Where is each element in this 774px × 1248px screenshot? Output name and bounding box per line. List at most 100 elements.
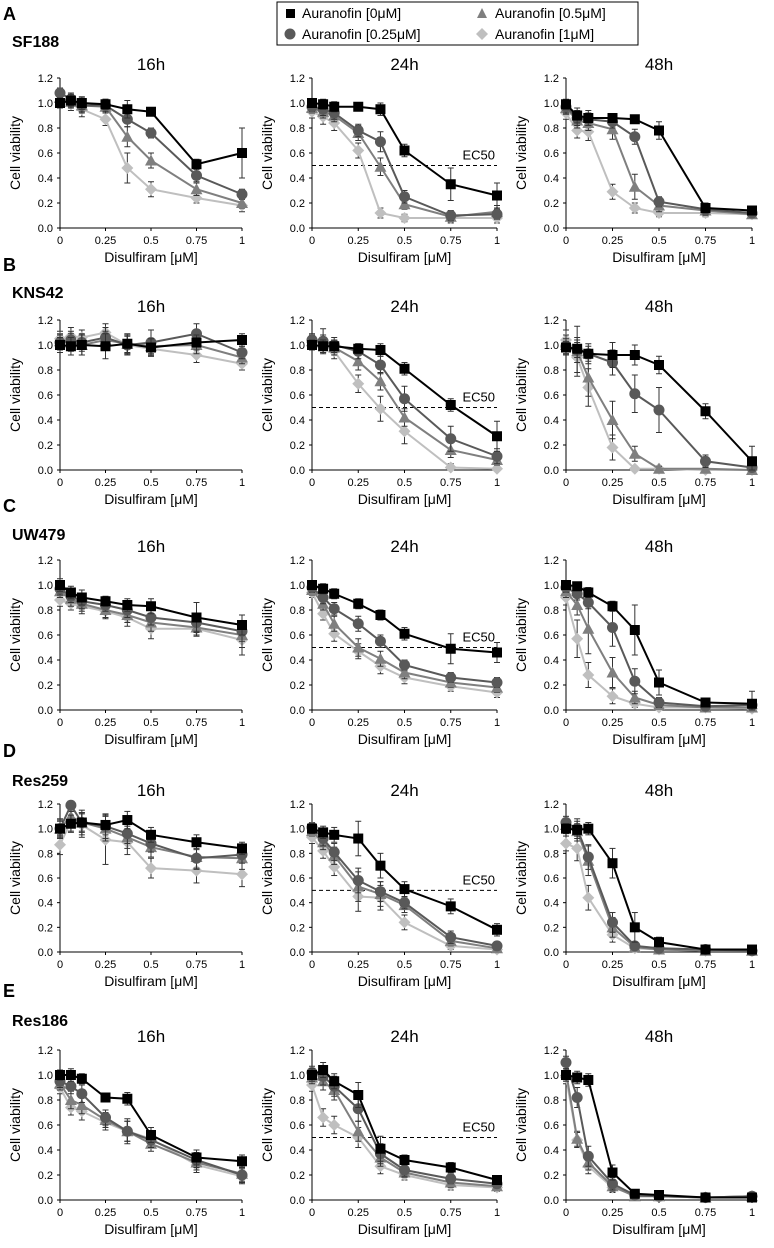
- data-point: [699, 462, 712, 474]
- chart-title: 16h: [137, 1027, 165, 1046]
- x-tick-label: 1: [494, 959, 500, 971]
- data-point: [747, 698, 757, 709]
- series-line: [565, 1071, 753, 1199]
- data-point: [236, 188, 248, 200]
- data-point: [700, 455, 711, 467]
- chart-title: 24h: [390, 1027, 418, 1046]
- y-tick-label: 0.4: [38, 173, 53, 185]
- data-point: [352, 355, 365, 367]
- data-point: [583, 587, 594, 598]
- y-axis-label: Cell viability: [259, 598, 275, 672]
- data-point: [191, 159, 202, 170]
- data-point: [65, 799, 77, 811]
- x-tick-label: 1: [749, 717, 755, 729]
- y-tick-label: 0.0: [38, 705, 53, 717]
- x-tick-label: 0.25: [348, 717, 369, 729]
- y-tick-label: 1.2: [38, 315, 53, 327]
- x-tick-label: 0: [563, 959, 569, 971]
- data-point: [700, 1192, 711, 1203]
- data-point: [606, 690, 619, 703]
- x-tick-label: 0.75: [186, 235, 207, 247]
- y-tick-label: 1.0: [290, 1070, 305, 1082]
- data-point: [374, 207, 387, 219]
- x-tick-label: 1: [749, 477, 755, 489]
- data-point: [100, 819, 111, 830]
- y-tick-label: 0.6: [38, 1120, 53, 1132]
- y-tick-label: 1.0: [38, 824, 53, 836]
- y-axis-label: Cell viability: [7, 1088, 23, 1162]
- x-axis-label: Disulfiram [μM]: [358, 491, 452, 507]
- data-point: [237, 335, 247, 345]
- y-tick-label: 0.6: [38, 630, 53, 642]
- data-point: [583, 113, 594, 123]
- data-point: [328, 617, 341, 629]
- y-tick-label: 1.2: [290, 799, 305, 811]
- data-point: [445, 400, 456, 410]
- y-axis-label: Cell viability: [7, 841, 23, 915]
- data-point: [399, 628, 410, 639]
- y-tick-label: 0.4: [290, 415, 305, 427]
- data-point: [700, 203, 711, 213]
- x-tick-label: 0.75: [695, 959, 716, 971]
- x-tick-label: 0.75: [440, 717, 461, 729]
- dose-response-chart: 48h 0.0 0.2 0.4 0.6 0.8 1.0 1.2 0 0.25 0.5 0.75 1 Dis…: [513, 781, 758, 989]
- y-tick-label: 0.0: [38, 947, 53, 959]
- series: [307, 820, 502, 937]
- x-tick-label: 1: [749, 235, 755, 247]
- y-tick-label: 0.4: [544, 898, 559, 910]
- data-point: [572, 110, 583, 121]
- legend-label: Auranofin [0.25μM]: [302, 26, 421, 42]
- x-axis-label: Disulfiram [μM]: [612, 1221, 706, 1237]
- data-point: [560, 837, 572, 850]
- y-tick-label: 1.2: [544, 1045, 559, 1057]
- y-tick-label: 0.6: [290, 390, 305, 402]
- x-tick-label: 1: [494, 1207, 500, 1219]
- data-point: [318, 1065, 329, 1075]
- data-point: [352, 641, 365, 653]
- x-tick-label: 0: [563, 477, 569, 489]
- data-point: [399, 363, 410, 374]
- data-point: [191, 1152, 202, 1163]
- y-tick-label: 0.2: [38, 1170, 53, 1182]
- data-point: [629, 388, 641, 400]
- data-point: [491, 462, 503, 475]
- x-tick-label: 1: [239, 235, 245, 247]
- data-point: [654, 677, 664, 688]
- y-tick-label: 0.8: [38, 365, 53, 377]
- legend-label: Auranofin [0.5μM]: [495, 5, 606, 21]
- data-point: [65, 587, 76, 598]
- panel-cell-line: UW479: [12, 527, 65, 544]
- y-tick-label: 0.6: [544, 630, 559, 642]
- data-point: [54, 87, 66, 99]
- y-tick-label: 0.0: [38, 1195, 53, 1207]
- legend-circle-icon: [284, 28, 296, 40]
- legend-entry: Auranofin [0.25μM]: [284, 26, 421, 42]
- data-point: [654, 937, 664, 948]
- data-point: [353, 598, 364, 609]
- series-line: [565, 1074, 752, 1199]
- y-tick-label: 0.4: [290, 173, 305, 185]
- data-point: [629, 625, 640, 635]
- chart-title: 48h: [645, 1027, 673, 1046]
- x-tick-label: 0.25: [602, 1207, 623, 1219]
- data-point: [653, 462, 665, 474]
- data-point: [571, 1092, 583, 1103]
- ec50-label: EC50: [462, 872, 495, 887]
- data-point: [375, 345, 386, 355]
- data-point: [55, 1070, 65, 1080]
- y-axis-label: Cell viability: [7, 358, 23, 432]
- data-point: [122, 338, 133, 349]
- data-point: [628, 447, 641, 459]
- x-tick-label: 0: [309, 235, 315, 247]
- data-point: [700, 697, 711, 708]
- y-tick-label: 1.0: [544, 580, 559, 592]
- data-point: [492, 431, 502, 442]
- data-point: [352, 874, 364, 886]
- x-tick-label: 1: [749, 959, 755, 971]
- data-point: [100, 1112, 111, 1123]
- y-tick-label: 0.0: [544, 947, 559, 959]
- data-point: [398, 198, 411, 210]
- chart-title: 24h: [390, 55, 418, 74]
- y-tick-label: 0.2: [290, 680, 305, 692]
- y-tick-label: 0.8: [38, 605, 53, 617]
